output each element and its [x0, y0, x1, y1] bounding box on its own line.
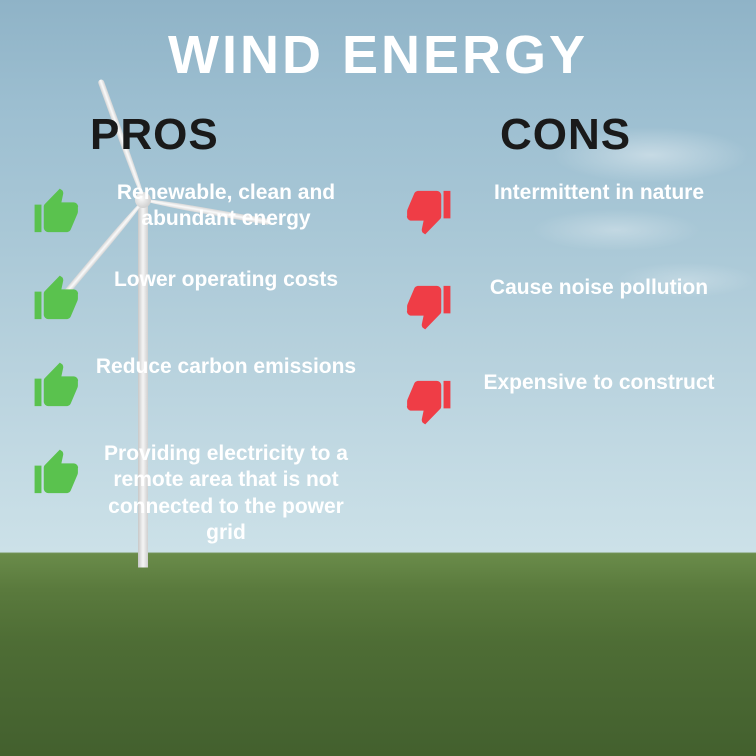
- pros-column: Renewable, clean and abundant energy Low…: [30, 180, 370, 574]
- thumbs-down-icon: [400, 279, 460, 334]
- page-title: WIND ENERGY: [0, 24, 756, 86]
- pro-text: Lower operating costs: [92, 267, 370, 293]
- thumbs-down-icon: [400, 184, 460, 239]
- pro-text: Renewable, clean and abundant energy: [92, 180, 370, 233]
- cons-column: Intermittent in nature Cause noise pollu…: [400, 180, 740, 465]
- thumbs-up-icon: [30, 358, 90, 413]
- list-item: Lower operating costs: [30, 267, 370, 326]
- thumbs-up-icon: [30, 445, 90, 500]
- heading-cons: CONS: [500, 110, 631, 160]
- list-item: Intermittent in nature: [400, 180, 740, 239]
- list-item: Cause noise pollution: [400, 275, 740, 334]
- thumbs-down-icon: [400, 374, 460, 429]
- list-item: Expensive to construct: [400, 370, 740, 429]
- thumbs-up-icon: [30, 184, 90, 239]
- thumbs-up-icon: [30, 271, 90, 326]
- list-item: Reduce carbon emissions: [30, 354, 370, 413]
- con-text: Expensive to construct: [462, 370, 740, 396]
- con-text: Intermittent in nature: [462, 180, 740, 206]
- list-item: Renewable, clean and abundant energy: [30, 180, 370, 239]
- list-item: Providing electricity to a remote area t…: [30, 441, 370, 546]
- pro-text: Reduce carbon emissions: [92, 354, 370, 380]
- con-text: Cause noise pollution: [462, 275, 740, 301]
- pro-text: Providing electricity to a remote area t…: [92, 441, 370, 546]
- heading-pros: PROS: [90, 110, 219, 160]
